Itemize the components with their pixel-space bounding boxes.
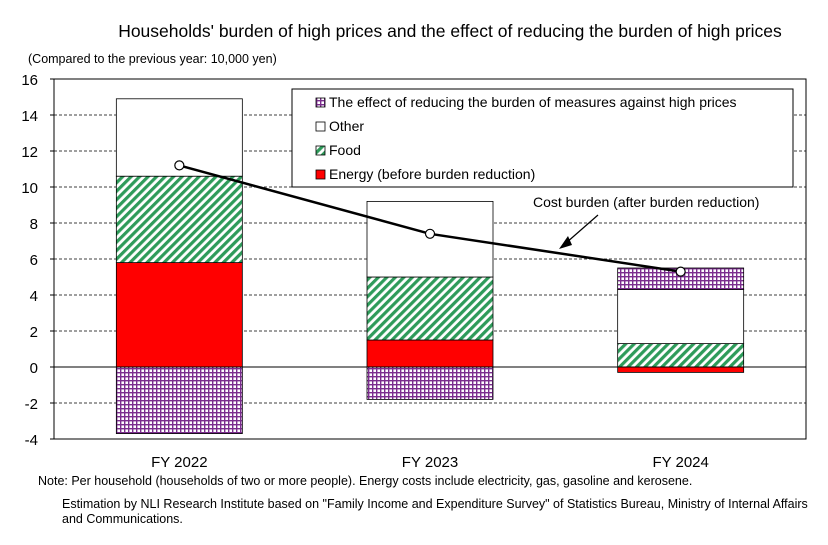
x-tick-label: FY 2024 <box>652 454 708 470</box>
legend-label-other: Other <box>329 118 364 134</box>
bar-energy-1 <box>115 262 243 368</box>
source-text: Estimation by NLI Research Institute bas… <box>62 497 808 526</box>
bar-energy-2 <box>366 339 494 368</box>
plot-frame <box>53 78 807 440</box>
cost-burden-point-1 <box>174 160 185 171</box>
y-tick-label: 4 <box>30 288 38 305</box>
y-tick-label: -4 <box>25 432 38 449</box>
chart-svg: Cost burden (after burden reduction) -4-… <box>21 72 807 470</box>
annotation-arrow-head <box>559 236 572 249</box>
annotation-arrow-shaft <box>565 214 599 244</box>
y-tick-label: 8 <box>30 216 38 233</box>
x-tick-label: FY 2022 <box>151 454 207 470</box>
unit-label: (Compared to the previous year: 10,000 y… <box>28 52 277 66</box>
legend-swatch-food <box>315 145 326 156</box>
legend-label-energy: Energy (before burden reduction) <box>329 166 535 182</box>
bar-energy-3 <box>617 366 745 373</box>
y-tick-label: 10 <box>21 180 38 197</box>
x-tick-label: FY 2023 <box>402 454 458 470</box>
legend-box <box>291 88 794 188</box>
bar-food-1 <box>115 175 243 263</box>
legend: The effect of reducing the burden of mea… <box>291 88 794 188</box>
legend-swatch-energy <box>315 169 326 180</box>
bar-effect-2 <box>366 366 494 400</box>
bar-other-3 <box>617 289 745 345</box>
y-tick-label: 6 <box>30 252 38 269</box>
legend-label-food: Food <box>329 142 361 158</box>
legend-label-effect: The effect of reducing the burden of mea… <box>329 94 737 110</box>
chart-title: Households' burden of high prices and th… <box>118 21 782 41</box>
y-tick-label: 16 <box>21 72 38 89</box>
y-tick-label: 2 <box>30 324 38 341</box>
cost-burden-label: Cost burden (after burden reduction) <box>533 194 759 210</box>
notes: Note: Per household (households of two o… <box>38 474 818 527</box>
note-text: Note: Per household (households of two o… <box>38 474 693 488</box>
bar-effect-1 <box>115 366 243 434</box>
y-tick-label: 14 <box>21 108 38 125</box>
y-tick-label: -2 <box>25 396 38 413</box>
axis-layer: -4 -2 0 2 4 6 8 10 12 14 16 FY 2022 FY 2023 FY 2024 <box>21 72 807 470</box>
legend-swatch-other <box>315 121 326 132</box>
legend-swatch-effect <box>315 97 326 108</box>
cost-burden-point-2 <box>424 228 436 239</box>
y-tick-label: 0 <box>30 360 38 377</box>
bar-food-3 <box>617 343 745 368</box>
bar-food-2 <box>366 276 494 341</box>
line-layer: Cost burden (after burden reduction) <box>174 160 759 277</box>
y-tick-label: 12 <box>21 144 38 161</box>
cost-burden-point-3 <box>675 266 686 277</box>
